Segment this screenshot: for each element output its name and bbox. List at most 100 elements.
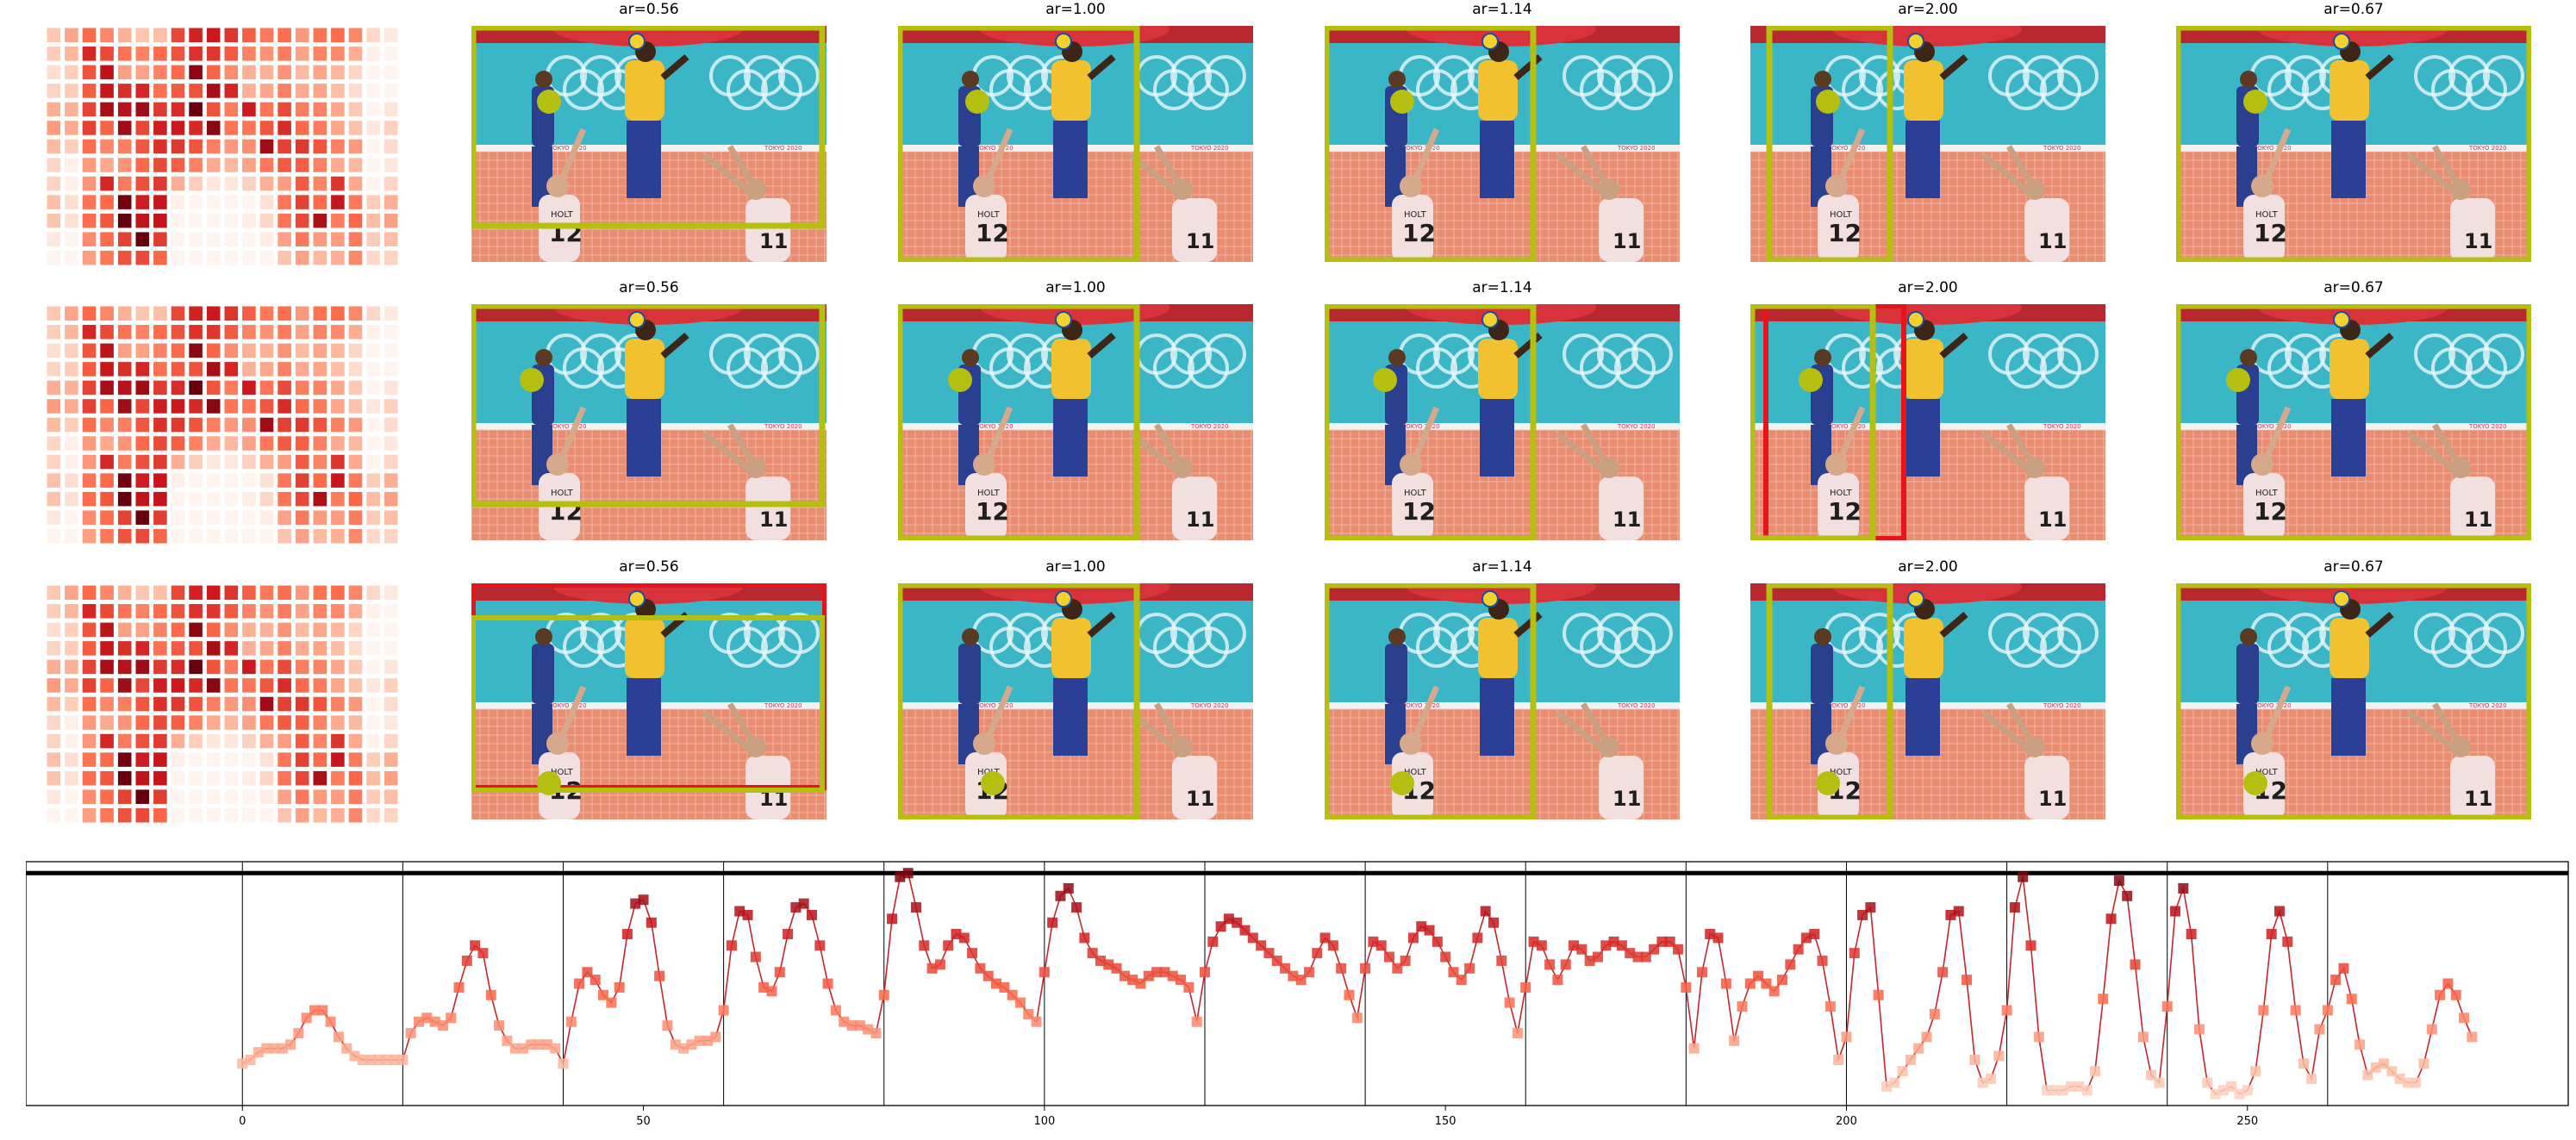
heatmap-cell (278, 213, 291, 228)
heatmap-cell (242, 807, 256, 823)
heatmap-cell (65, 195, 78, 209)
heatmap-cell (313, 752, 327, 767)
heatmap-cell (224, 176, 239, 191)
heatmap-cell (366, 121, 380, 135)
heatmap-cell (259, 473, 274, 488)
heatmap-cell (189, 436, 203, 451)
heatmap-cell (189, 195, 203, 209)
heatmap-cell (384, 659, 398, 675)
heatmap-cell (135, 250, 150, 265)
heatmap-cell (82, 622, 97, 638)
data-point (1176, 975, 1187, 986)
heatmap-cell (295, 121, 309, 135)
heatmap-cell (117, 678, 132, 693)
heatmap-cell (366, 343, 380, 358)
heatmap-cell (171, 752, 185, 767)
heatmap-cell (82, 325, 97, 340)
heatmap-cell (313, 678, 327, 693)
heatmap-cell (47, 528, 61, 544)
heatmap-cell (259, 158, 274, 172)
heatmap-cell (153, 306, 167, 321)
heatmap-cell (242, 250, 256, 265)
heatmap-cell (117, 491, 132, 507)
heatmap-cell (331, 678, 345, 693)
svg-text:HOLT: HOLT (1830, 768, 1853, 777)
svg-text:HOLT: HOLT (1404, 210, 1427, 220)
heatmap-cell (242, 528, 256, 544)
heatmap-cell (206, 158, 221, 172)
heatmap-cell (82, 585, 97, 601)
heatmap-cell (313, 733, 327, 749)
heatmap-cell (171, 604, 185, 619)
svg-text:11: 11 (2464, 508, 2492, 532)
data-point (1480, 906, 1491, 917)
heatmap-cell (100, 436, 114, 451)
heatmap-cell (331, 585, 345, 601)
heatmap-cell (117, 47, 132, 61)
heatmap-cell (135, 733, 150, 749)
heatmap-cell (259, 65, 274, 80)
data-point (919, 940, 930, 951)
data-point (1504, 997, 1515, 1008)
heatmap-cell (278, 325, 291, 340)
heatmap-cell (171, 473, 185, 488)
heatmap-cell (242, 195, 256, 209)
heatmap-cell (224, 250, 239, 265)
data-point (710, 1031, 721, 1043)
heatmap-cell (348, 733, 363, 749)
data-point (1720, 978, 1731, 989)
heatmap-cell (242, 176, 256, 191)
svg-text:11: 11 (2038, 229, 2067, 253)
data-point (1592, 951, 1603, 962)
data-point (2450, 989, 2461, 1000)
heatmap-cell (171, 47, 185, 61)
heatmap-cell (171, 139, 185, 154)
heatmap-cell (100, 659, 114, 675)
heatmap-cell (384, 121, 398, 135)
heatmap-canvas (47, 306, 398, 544)
heatmap-cell (47, 678, 61, 693)
heatmap-cell (331, 65, 345, 80)
heatmap-cell (100, 454, 114, 470)
heatmap-cell (65, 789, 78, 804)
heatmap-cell (135, 807, 150, 823)
data-point (982, 970, 994, 981)
heatmap-cell (135, 362, 150, 377)
heatmap-cell (82, 139, 97, 154)
data-point (1079, 932, 1090, 944)
heatmap-cell (206, 325, 221, 340)
heatmap-cell (242, 770, 256, 786)
data-point (1368, 936, 1379, 947)
heatmap-cell (100, 678, 114, 693)
data-point (726, 940, 737, 951)
heatmap-cell (384, 47, 398, 61)
heatmap-cell (224, 789, 239, 804)
heatmap-cell (278, 659, 291, 675)
heatmap-cell (82, 343, 97, 358)
svg-text:TOKYO 2020: TOKYO 2020 (548, 145, 587, 152)
heatmap-cell (313, 604, 327, 619)
svg-text:TOKYO 2020: TOKYO 2020 (1827, 145, 1866, 152)
heatmap-cell (348, 807, 363, 823)
heatmap-cell (206, 454, 221, 470)
heatmap-cell (206, 510, 221, 525)
data-point (662, 1020, 673, 1031)
heatmap-cell (47, 213, 61, 228)
heatmap-cell (331, 733, 345, 749)
data-point (2467, 1031, 2478, 1043)
heatmap-cell (295, 585, 309, 601)
heatmap-cell (259, 380, 274, 396)
data-point (654, 970, 665, 981)
heatmap-cell (117, 807, 132, 823)
heatmap-cell (189, 65, 203, 80)
data-point (1528, 936, 1539, 947)
heatmap-cell (366, 473, 380, 488)
heatmap-cell (278, 491, 291, 507)
data-point (2442, 978, 2454, 989)
heatmap-cell (171, 454, 185, 470)
data-point (485, 989, 496, 1000)
heatmap-cell (153, 121, 167, 135)
data-point (902, 868, 914, 879)
heatmap-cell (82, 399, 97, 414)
crop-panel: ar=1.14 TOKYO 2020 TOKYO 2020 HOLT 12 11 (1325, 1, 1680, 262)
